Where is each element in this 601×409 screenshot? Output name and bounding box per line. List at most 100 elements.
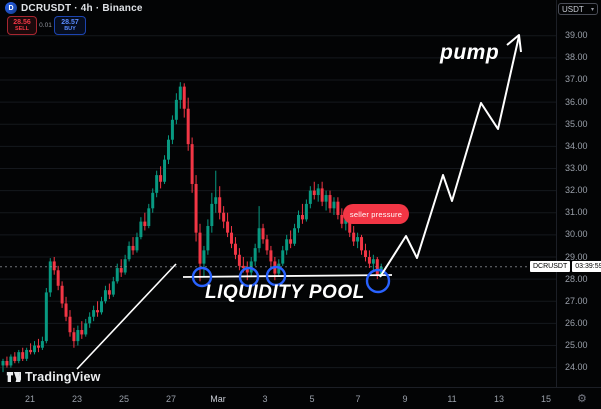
buy-label: BUY (64, 26, 76, 33)
price-tick-label: 36.00 (565, 96, 588, 107)
candle-body (320, 188, 324, 202)
candle-body (139, 221, 143, 238)
time-tick-label: 23 (71, 394, 82, 404)
candle-body (218, 197, 222, 213)
candle-body (159, 175, 163, 182)
candle-body (72, 332, 76, 342)
candle-body (170, 119, 174, 140)
candle-body (210, 203, 214, 227)
price-tick-label: 24.00 (565, 362, 588, 373)
candle-body (5, 361, 9, 366)
ascending-trendline (76, 263, 177, 370)
price-axis[interactable]: USDT ▾ 39.00 38.00 37.00 36.00 35.00 34.00 33.… (557, 0, 601, 388)
chevron-down-icon: ▾ (590, 6, 594, 13)
candle (198, 223, 202, 282)
candle (111, 276, 115, 297)
candle-body (29, 349, 33, 353)
candle (13, 352, 17, 364)
candle-body (68, 316, 72, 333)
pump-arrowhead (506, 34, 522, 53)
symbol-title[interactable]: DCRUSDT · 4h · Binance (21, 2, 143, 14)
candle-body (257, 228, 261, 249)
candle (147, 203, 151, 229)
candle-body (13, 356, 17, 362)
settings-gear-icon[interactable]: ⚙ (577, 393, 587, 405)
candle-body (348, 219, 352, 233)
price-tick-label: 25.00 (565, 340, 588, 351)
candle (190, 137, 194, 193)
time-tick-label: 21 (24, 394, 35, 404)
candle (186, 97, 190, 151)
time-axis[interactable]: 21 23 25 27 Mar 3 5 7 9 11 13 15 ⚙ (0, 388, 601, 409)
candle (36, 338, 40, 353)
liquidity-pool-line (182, 274, 393, 278)
candle (360, 234, 364, 255)
price-tick-label: 37.00 (565, 74, 588, 85)
price-tick-label: 27.00 (565, 295, 588, 306)
candle-body (206, 226, 210, 251)
time-tick-label: 15 (540, 394, 551, 404)
tradingview-logo-icon (6, 372, 21, 382)
candle (127, 241, 131, 262)
candle (285, 234, 289, 255)
candle-body (360, 237, 364, 251)
candle (328, 190, 332, 213)
candle (194, 175, 198, 242)
candle (40, 336, 44, 350)
candle-body (147, 208, 151, 227)
time-tick-label: 5 (309, 394, 315, 404)
candle-wick (215, 170, 217, 213)
price-line-symbol-label: DCRUSDT (530, 260, 571, 272)
candle (233, 237, 237, 260)
candle-body (297, 214, 300, 229)
currency-selector-button[interactable]: USDT ▾ (558, 3, 598, 15)
candle-body (52, 261, 56, 271)
candle (84, 318, 88, 337)
candle-wick (2, 358, 4, 373)
price-tick-label: 26.00 (565, 317, 588, 328)
seller-pressure-badge: seller pressure (343, 204, 409, 224)
candle (131, 237, 135, 255)
candle (289, 230, 293, 249)
candle-body (40, 341, 44, 348)
liquidity-touch-circle (191, 266, 213, 288)
chart-header: D DCRUSDT · 4h · Binance (5, 2, 143, 14)
candle-wick (30, 343, 32, 355)
candle-body (174, 99, 178, 120)
candle-body (25, 349, 29, 359)
candle-body (190, 144, 194, 184)
candle (135, 232, 139, 253)
candle-body (261, 228, 265, 240)
candle (33, 341, 37, 355)
candle (178, 82, 182, 109)
pump-annotation-text: pump (440, 41, 500, 64)
price-tick-label: 31.00 (565, 207, 588, 218)
candle-body (1, 361, 5, 366)
candle (340, 208, 344, 229)
candle (300, 203, 304, 224)
grid-layer (0, 0, 601, 388)
candle (356, 232, 360, 249)
tradingview-watermark-text: TradingView (25, 370, 101, 384)
candle (241, 257, 245, 273)
candle-body (178, 86, 182, 100)
candle-body (107, 290, 111, 295)
candle-body (84, 323, 88, 335)
candle (76, 325, 80, 346)
sell-button[interactable]: 28.56 SELL (7, 16, 37, 35)
candle (107, 283, 111, 300)
candle-body (151, 192, 155, 209)
time-tick-label: 13 (493, 394, 504, 404)
candle (222, 206, 226, 229)
candle-body (352, 232, 356, 242)
buy-button[interactable]: 28.57 BUY (54, 16, 86, 35)
candle (174, 93, 178, 125)
candle-body (44, 292, 48, 342)
price-tick-label: 28.00 (565, 273, 588, 284)
candle-body (328, 195, 332, 209)
candle-body (64, 303, 68, 317)
candle-body (324, 195, 328, 202)
candle-body (96, 310, 100, 313)
candle (1, 358, 5, 373)
